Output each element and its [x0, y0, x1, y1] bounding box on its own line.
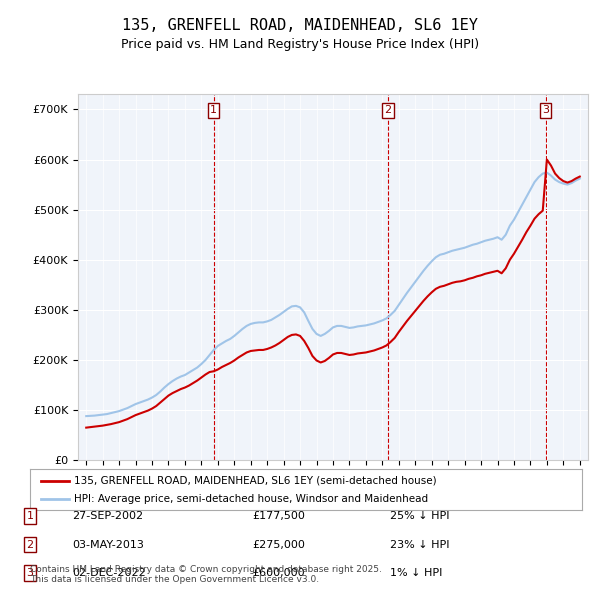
Text: 02-DEC-2022: 02-DEC-2022	[72, 568, 146, 578]
Text: 25% ↓ HPI: 25% ↓ HPI	[390, 512, 449, 521]
Text: Price paid vs. HM Land Registry's House Price Index (HPI): Price paid vs. HM Land Registry's House …	[121, 38, 479, 51]
Text: £275,000: £275,000	[252, 540, 305, 549]
Text: 3: 3	[542, 106, 549, 116]
Text: 135, GRENFELL ROAD, MAIDENHEAD, SL6 1EY: 135, GRENFELL ROAD, MAIDENHEAD, SL6 1EY	[122, 18, 478, 32]
Text: 1: 1	[210, 106, 217, 116]
Text: 135, GRENFELL ROAD, MAIDENHEAD, SL6 1EY (semi-detached house): 135, GRENFELL ROAD, MAIDENHEAD, SL6 1EY …	[74, 476, 437, 486]
Text: 1% ↓ HPI: 1% ↓ HPI	[390, 568, 442, 578]
Text: HPI: Average price, semi-detached house, Windsor and Maidenhead: HPI: Average price, semi-detached house,…	[74, 494, 428, 504]
Text: Contains HM Land Registry data © Crown copyright and database right 2025.
This d: Contains HM Land Registry data © Crown c…	[30, 565, 382, 584]
Text: 23% ↓ HPI: 23% ↓ HPI	[390, 540, 449, 549]
Text: 03-MAY-2013: 03-MAY-2013	[72, 540, 144, 549]
Text: £177,500: £177,500	[252, 512, 305, 521]
Text: 3: 3	[26, 568, 34, 578]
Text: £600,000: £600,000	[252, 568, 305, 578]
Text: 27-SEP-2002: 27-SEP-2002	[72, 512, 143, 521]
Text: 2: 2	[384, 106, 391, 116]
Text: 2: 2	[26, 540, 34, 549]
Text: 1: 1	[26, 512, 34, 521]
